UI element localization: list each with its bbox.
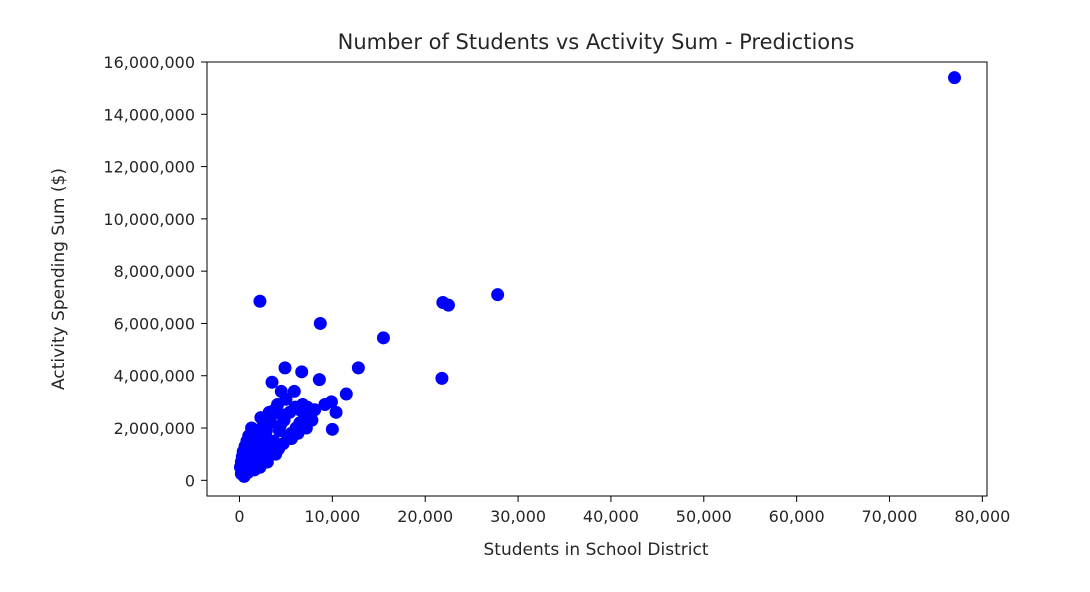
y-tick-label: 4,000,000	[114, 367, 195, 386]
plot-frame	[206, 61, 988, 497]
x-tick-label: 60,000	[769, 507, 825, 526]
data-point	[253, 294, 267, 308]
x-tick-label: 50,000	[676, 507, 732, 526]
y-tick-label: 16,000,000	[103, 53, 195, 72]
data-point	[325, 422, 339, 436]
data-point	[435, 371, 449, 385]
y-tick-label: 14,000,000	[103, 105, 195, 124]
x-tick-label: 20,000	[397, 507, 453, 526]
data-point	[339, 387, 353, 401]
y-tick-label: 12,000,000	[103, 158, 195, 177]
y-tick-label: 10,000,000	[103, 210, 195, 229]
x-tick-label: 10,000	[304, 507, 360, 526]
data-point	[308, 403, 322, 417]
chart-title: Number of Students vs Activity Sum - Pre…	[338, 30, 855, 54]
data-point	[267, 434, 281, 448]
x-tick-label: 30,000	[490, 507, 546, 526]
x-axis: 0 10,000 20,000 30,000 40,000 50,000 60,000 70,…	[234, 496, 1010, 526]
data-point	[268, 403, 282, 417]
data-point	[318, 397, 332, 411]
data-point	[263, 416, 277, 430]
data-point	[261, 445, 275, 459]
data-point	[313, 316, 327, 330]
y-tick-label: 0	[185, 471, 195, 490]
y-tick-label: 8,000,000	[114, 262, 195, 281]
data-point	[441, 298, 455, 312]
plot-area	[206, 61, 988, 497]
x-tick-label: 80,000	[954, 507, 1010, 526]
data-point	[351, 361, 365, 375]
data-points	[233, 71, 961, 483]
x-axis-title: Students in School District	[484, 540, 709, 560]
data-point	[491, 288, 505, 302]
data-point	[252, 437, 266, 451]
y-axis-title: Activity Spending Sum ($)	[49, 168, 69, 390]
data-point	[376, 331, 390, 345]
y-axis: 0 2,000,000 4,000,000 6,000,000 8,000,000 10,…	[103, 53, 207, 490]
x-tick-label: 0	[234, 507, 244, 526]
y-tick-label: 2,000,000	[114, 419, 195, 438]
data-point	[287, 384, 301, 398]
data-point	[329, 405, 343, 419]
x-tick-label: 40,000	[583, 507, 639, 526]
x-tick-label: 70,000	[862, 507, 918, 526]
data-point	[299, 421, 313, 435]
data-point	[278, 361, 292, 375]
y-tick-label: 6,000,000	[114, 314, 195, 333]
data-point	[279, 392, 293, 406]
data-point	[265, 375, 279, 389]
data-point	[237, 468, 251, 482]
data-point	[948, 71, 961, 85]
data-point	[296, 397, 310, 411]
data-point	[273, 418, 287, 432]
data-point	[312, 373, 326, 387]
data-point	[295, 365, 309, 379]
